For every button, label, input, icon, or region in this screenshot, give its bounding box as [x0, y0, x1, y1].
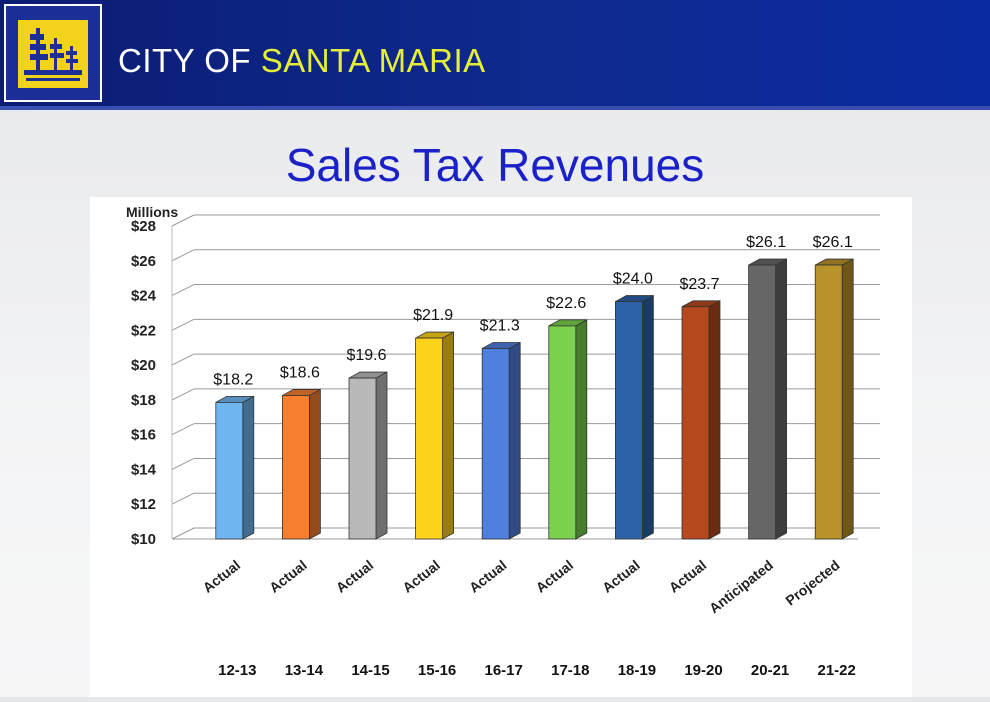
y-tick-label: $10 [131, 531, 156, 548]
x-status-label: Actual [533, 557, 577, 596]
x-tick-label: 20-21 [751, 662, 789, 679]
data-label: $24.0 [613, 271, 653, 288]
city-seal-icon [18, 20, 88, 88]
y-tick-label: $22 [131, 322, 156, 339]
bar-side [375, 371, 388, 540]
data-label: $26.1 [746, 234, 786, 251]
x-status-label: Actual [333, 557, 377, 596]
x-tick-label: 12-13 [218, 662, 256, 679]
gridline-side [171, 492, 195, 505]
brand-highlight: SANTA MARIA [260, 42, 486, 79]
x-tick-label: 21-22 [818, 662, 856, 679]
gridline-side [171, 527, 195, 540]
slide-title: Sales Tax Revenues [285, 139, 705, 191]
gridline-side [171, 214, 195, 227]
chart-panel: Millions $10 $12 $14 $16 $18 $20 $22 $24 $26 $28 $1… [90, 197, 912, 697]
gridline-side [171, 388, 195, 401]
y-tick-label: $18 [131, 392, 156, 409]
y-tick-label: $12 [131, 496, 156, 513]
bar [615, 301, 643, 540]
y-tick-label: $14 [131, 461, 157, 478]
data-label: $18.6 [280, 364, 320, 381]
x-status-label: Actual [266, 557, 310, 596]
bar-side [775, 258, 787, 540]
bar-side [242, 395, 255, 540]
y-tick-label: $24 [131, 288, 157, 305]
bar [481, 348, 510, 540]
bar [215, 402, 244, 540]
gridline-side [171, 318, 195, 331]
bar-side [708, 300, 721, 540]
bar [415, 337, 444, 540]
gridline-side [171, 249, 195, 262]
x-status-label: Projected [782, 557, 842, 609]
gridline-side [171, 284, 195, 297]
x-tick-label: 14-15 [351, 662, 389, 679]
y-tick-label: $28 [131, 218, 156, 235]
x-tick-label: 13-14 [285, 662, 324, 679]
x-tick-label: 18-19 [618, 662, 656, 679]
bar-side [508, 341, 521, 540]
bar [548, 325, 577, 540]
data-label: $21.3 [480, 318, 520, 335]
bar [348, 377, 377, 540]
x-tick-label: 15-16 [418, 662, 456, 679]
bar [748, 264, 776, 540]
bar-side [642, 294, 654, 540]
data-label: $21.9 [413, 307, 453, 324]
y-tick-label: $26 [131, 253, 156, 270]
gridline-side [171, 457, 195, 470]
header-banner: CITY OF SANTA MARIA [0, 0, 990, 110]
bar-side [841, 258, 854, 540]
bar [814, 264, 843, 540]
x-status-label: Actual [399, 557, 443, 596]
brand-prefix: CITY OF [118, 42, 261, 79]
sales-tax-chart: Millions $10 $12 $14 $16 $18 $20 $22 $24 $26 $28 $1… [126, 204, 880, 679]
data-label: $26.1 [813, 234, 853, 251]
bar [281, 395, 310, 540]
x-status-label: Actual [466, 557, 510, 596]
x-status-label: Anticipated [706, 557, 776, 617]
x-tick-label: 16-17 [485, 662, 523, 679]
bar-side [308, 388, 321, 540]
city-logo [4, 4, 102, 102]
x-tick-label: 17-18 [551, 662, 589, 679]
bar-side [442, 331, 455, 540]
gridline-side [171, 423, 195, 436]
data-label: $22.6 [546, 295, 586, 312]
data-label: $18.2 [213, 371, 253, 388]
x-tick-label: 19-20 [684, 662, 722, 679]
gridline-side [171, 353, 195, 366]
x-status-label: Actual [200, 557, 244, 596]
y-tick-label: $16 [131, 427, 156, 444]
x-status-label: Actual [599, 557, 643, 596]
data-label: $23.7 [679, 276, 719, 293]
bar [681, 306, 710, 540]
bar-side [575, 319, 588, 540]
brand-title: CITY OF SANTA MARIA [118, 42, 486, 80]
y-tick-label: $20 [131, 357, 156, 374]
x-status-label: Actual [666, 557, 710, 596]
data-label: $19.6 [346, 347, 386, 364]
y-axis-unit-label: Millions [126, 204, 178, 220]
